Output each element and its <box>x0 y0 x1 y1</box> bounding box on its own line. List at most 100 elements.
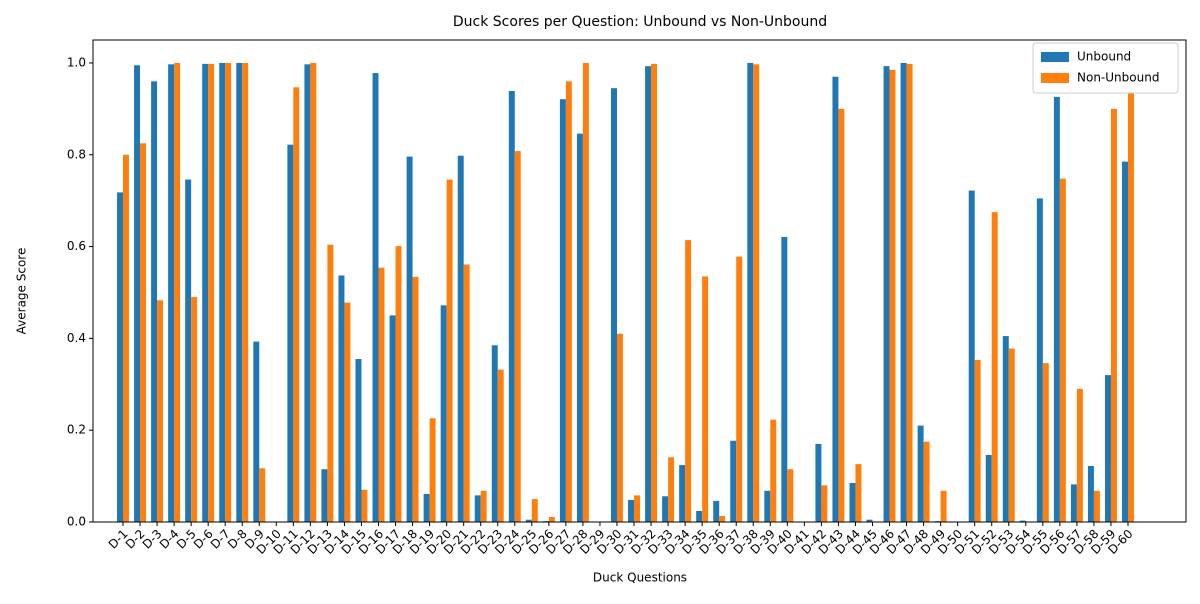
bar <box>651 63 658 522</box>
bar <box>304 64 311 522</box>
bar <box>208 63 215 522</box>
bar <box>940 490 947 522</box>
legend-label: Unbound <box>1077 50 1131 64</box>
bar <box>679 465 686 522</box>
bar <box>253 341 260 522</box>
bar <box>423 493 430 522</box>
bar <box>310 62 317 522</box>
y-axis-label: Average Score <box>15 248 29 335</box>
bar <box>1110 108 1117 522</box>
bar <box>174 62 181 522</box>
bar <box>355 359 362 522</box>
y-tick-label: 0.2 <box>67 423 86 437</box>
bar <box>259 468 266 522</box>
bar <box>565 81 572 523</box>
bar <box>1087 465 1094 522</box>
bar <box>412 276 419 522</box>
bar <box>781 236 788 522</box>
bar <box>508 90 515 522</box>
bar <box>242 62 249 522</box>
bar <box>525 519 532 522</box>
bar <box>838 108 845 522</box>
bar <box>446 179 453 522</box>
bar <box>497 369 504 522</box>
bar <box>917 425 924 522</box>
bar <box>702 276 709 522</box>
bar <box>191 297 198 522</box>
bar <box>883 66 890 522</box>
bar <box>985 454 992 522</box>
bar <box>576 133 583 522</box>
bar <box>559 99 566 523</box>
bar <box>429 418 436 522</box>
bar <box>611 88 617 522</box>
bar <box>787 469 794 522</box>
bar <box>832 76 839 522</box>
y-tick-label: 0.4 <box>67 331 86 345</box>
bar <box>736 256 743 522</box>
bar <box>889 69 896 522</box>
bar <box>906 63 913 522</box>
bar <box>463 264 470 522</box>
bar <box>236 62 243 522</box>
y-tick-label: 0.0 <box>67 515 86 529</box>
bar <box>117 192 123 522</box>
bar <box>645 66 652 522</box>
bar <box>168 64 175 522</box>
bar <box>1019 520 1026 522</box>
bar <box>696 510 703 522</box>
bar <box>140 143 146 523</box>
bar <box>151 81 158 523</box>
legend-swatch <box>1041 73 1069 83</box>
bar <box>225 62 232 522</box>
bar <box>406 156 413 523</box>
bar <box>344 302 351 522</box>
bar <box>321 469 328 522</box>
y-tick-label: 0.8 <box>67 147 86 161</box>
bar <box>968 190 975 522</box>
bar <box>616 333 623 522</box>
bar <box>821 485 828 522</box>
bar <box>1105 375 1111 522</box>
bar <box>338 275 345 522</box>
bar <box>685 240 692 522</box>
y-tick-label: 0.6 <box>67 239 86 253</box>
bar <box>634 495 640 522</box>
x-axis-label: Duck Questions <box>593 571 687 585</box>
bar <box>764 490 771 522</box>
chart-title: Duck Scores per Question: Unbound vs Non… <box>453 14 827 30</box>
bar <box>1008 348 1015 522</box>
bar <box>770 419 777 522</box>
bar <box>991 212 998 522</box>
bar <box>582 62 589 522</box>
plot-frame <box>92 39 1187 523</box>
bar <box>753 64 760 522</box>
bar <box>474 495 481 522</box>
bar <box>327 244 334 523</box>
legend-label: Non-Unbound <box>1077 71 1159 85</box>
bar <box>1053 96 1060 522</box>
legend-swatch <box>1041 52 1069 62</box>
bar <box>157 300 164 522</box>
bar <box>491 345 498 522</box>
bar <box>123 154 129 522</box>
bar <box>628 499 635 522</box>
bar <box>202 63 209 522</box>
bar <box>662 496 669 522</box>
bar <box>440 305 447 522</box>
bar <box>866 519 873 522</box>
bar <box>815 443 822 522</box>
bar <box>849 482 856 522</box>
bar <box>219 62 226 522</box>
bar <box>531 499 538 522</box>
bar <box>719 516 726 522</box>
bar <box>293 87 300 522</box>
bar <box>1093 490 1100 522</box>
bar <box>134 65 141 522</box>
bar <box>730 440 737 522</box>
bar <box>1036 198 1043 522</box>
bar <box>1122 161 1128 522</box>
bar <box>900 62 907 522</box>
bar <box>287 144 294 523</box>
bar <box>389 315 396 522</box>
